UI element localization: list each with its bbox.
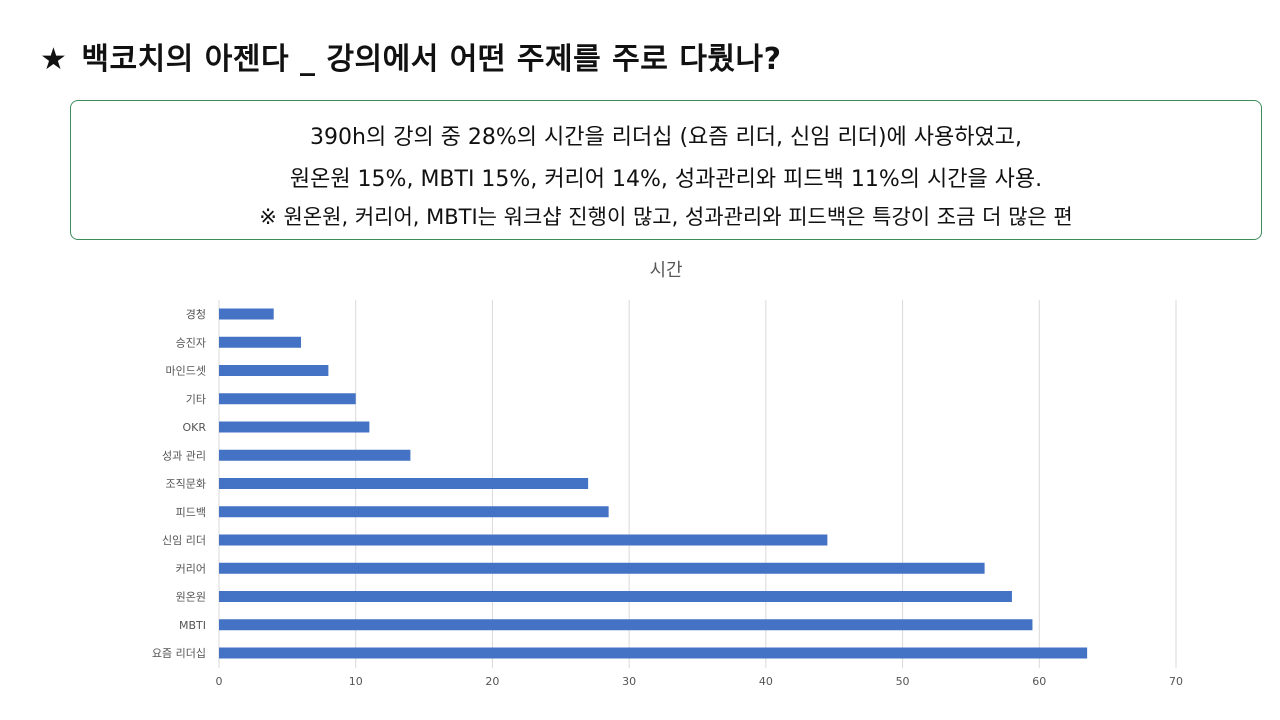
bar-11 [219,619,1033,631]
bar-12 [219,647,1088,659]
summary-line-3: ※ 원온원, 커리어, MBTI는 워크샵 진행이 많고, 성과관리와 피드백은… [259,205,1073,229]
bar-1 [219,336,302,348]
page-title-text: 백코치의 아젠다 _ 강의에서 어떤 주제를 주로 다뤘나? [81,42,782,77]
x-tick-label: 50 [896,675,910,688]
category-label: 조직문화 [166,478,206,491]
bar-6 [219,478,589,489]
category-label: 기타 [186,393,206,406]
summary-line-2: 원온원 15%, MBTI 15%, 커리어 14%, 성과관리와 피드백 11… [289,167,1043,192]
bar-5 [219,449,411,461]
category-label: 커리어 [176,562,206,575]
x-tick-label: 70 [1169,675,1183,688]
x-tick-label: 30 [622,675,636,688]
x-tick-label: 10 [349,675,363,688]
bar-10 [219,591,1012,602]
x-tick-label: 0 [216,675,223,688]
category-label: 성과 관리 [162,449,206,462]
category-label: 승진자 [176,336,206,349]
chart-title: 시간 [649,260,683,281]
bar-2 [219,365,329,376]
category-label: 피드백 [176,506,206,519]
category-label: 요즘 리더십 [152,647,206,660]
bar-layer [219,308,1088,659]
category-label: 경청 [186,308,206,321]
star-icon: ★ [40,42,68,77]
summary-box: 390h의 강의 중 28%의 시간을 리더십 (요즘 리더, 신임 리더)에 … [70,100,1262,240]
bar-3 [219,393,356,405]
category-label: 마인드셋 [166,365,206,378]
x-tick-label: 20 [485,675,499,688]
bar-4 [219,421,370,433]
page-title: ★ 백코치의 아젠다 _ 강의에서 어떤 주제를 주로 다뤘나? [40,34,782,78]
bar-0 [219,308,274,320]
bar-7 [219,506,609,518]
summary-line-1: 390h의 강의 중 28%의 시간을 리더십 (요즘 리더, 신임 리더)에 … [310,125,1022,150]
category-label: OKR [182,421,206,434]
bar-9 [219,562,985,574]
category-label: 신임 리더 [162,534,206,547]
x-tick-label: 40 [759,675,773,688]
x-tick-label: 60 [1032,675,1046,688]
category-label: MBTI [179,619,206,632]
bar-8 [219,534,828,546]
category-label: 원온원 [176,591,206,604]
